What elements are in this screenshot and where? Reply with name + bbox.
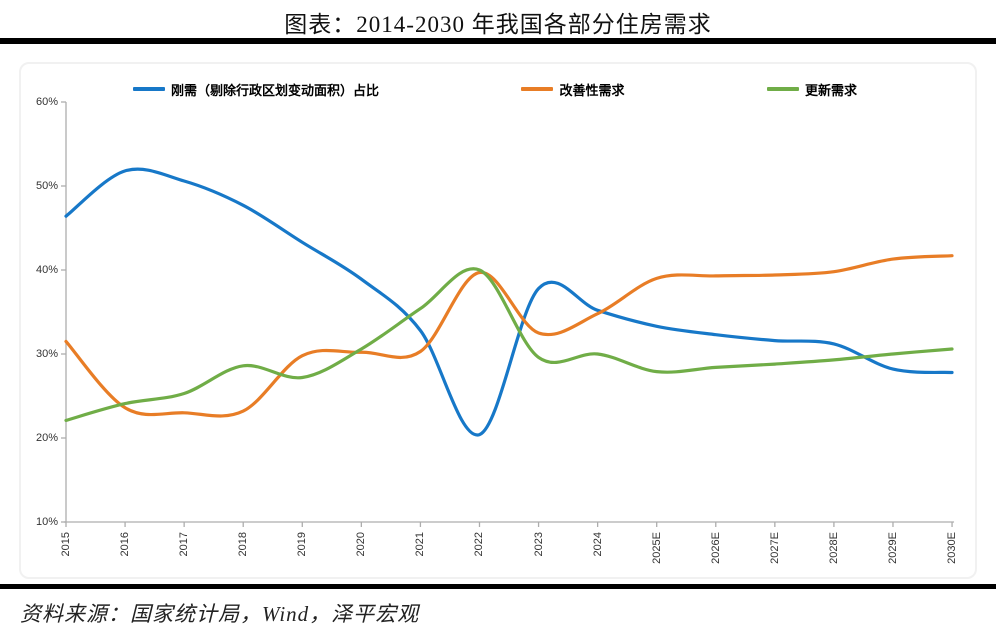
y-tick-label: 10% (35, 516, 58, 528)
x-tick-label: 2017 (178, 532, 191, 557)
line-chart-plot (61, 101, 955, 527)
legend-line-swatch (133, 87, 165, 91)
x-tick-label: 2028E (827, 532, 840, 564)
y-tick-label: 60% (35, 96, 58, 108)
x-tick-label: 2023 (532, 532, 545, 557)
y-tick-label: 20% (35, 432, 58, 444)
x-tick-label: 2019 (296, 532, 309, 557)
series-rigid-demand (64, 167, 954, 437)
x-tick-label: 2025E (650, 532, 663, 564)
legend-item-series-renewal-demand: 更新需求 (766, 80, 857, 99)
x-tick-label: 2020 (355, 532, 368, 557)
chart-title: 图表：2014-2030 年我国各部分住房需求 (284, 12, 712, 37)
top-divider (0, 38, 996, 44)
x-tick-label: 2027E (768, 532, 781, 564)
x-tick-label: 2026E (709, 532, 722, 564)
legend-item-series-improvement-demand: 改善性需求 (521, 80, 625, 99)
x-tick-label: 2024 (591, 532, 604, 557)
legend-line-swatch (766, 87, 799, 91)
x-tick-label: 2030E (946, 532, 959, 564)
y-tick-label: 40% (35, 264, 58, 276)
bottom-divider (0, 584, 996, 589)
x-tick-label: 2021 (414, 532, 427, 557)
legend-item-series-rigid-demand: 刚需（剔除行政区划变动面积）占比 (133, 80, 379, 99)
y-tick-label: 50% (35, 180, 58, 192)
x-tick-label: 2018 (237, 532, 250, 557)
legend-label: 刚需（剔除行政区划变动面积）占比 (171, 82, 380, 98)
chart-legend: 刚需（剔除行政区划变动面积）占比 改善性需求 更新需求 (21, 76, 975, 102)
series-improvement-demand (64, 254, 954, 418)
y-tick-label: 30% (35, 348, 58, 360)
x-tick-label: 2029E (886, 532, 899, 564)
x-tick-label: 2022 (473, 532, 486, 557)
series-renewal-demand (64, 267, 954, 422)
source-note: 资料来源：国家统计局，Wind，泽平宏观 (20, 602, 420, 626)
legend-line-swatch (521, 87, 554, 91)
chart-card: 刚需（剔除行政区划变动面积）占比 改善性需求 更新需求 10% 20% 30% 40% 50… (19, 62, 977, 579)
legend-label: 更新需求 (804, 82, 857, 98)
x-tick-label: 2015 (60, 532, 72, 557)
legend-label: 改善性需求 (559, 82, 625, 98)
x-tick-label: 2016 (119, 532, 132, 557)
